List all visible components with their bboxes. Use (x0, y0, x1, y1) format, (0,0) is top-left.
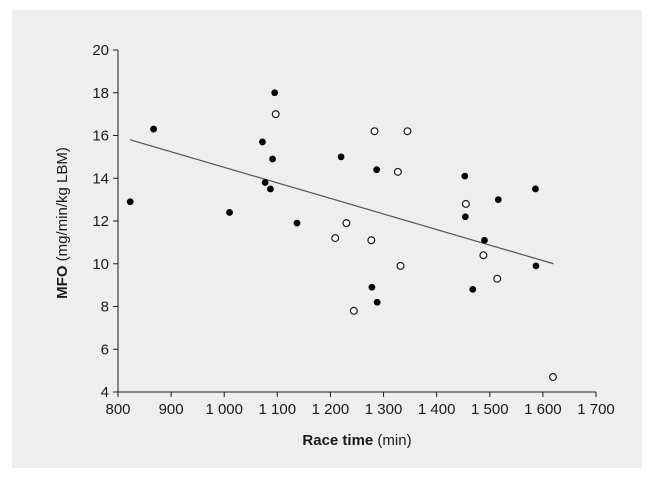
x-tick-label: 1 600 (524, 401, 562, 418)
open-data-point (342, 219, 351, 228)
filled-data-point (494, 196, 502, 204)
x-axis-ticks: 800 900 1 000 1 100 1 200 1 300 1 400 1 500 1 60… (105, 392, 615, 418)
filled-data-point (267, 185, 274, 193)
y-tick-label: 6 (101, 341, 109, 358)
y-axis-title: MFO (mg/min/kg LBM) (54, 147, 71, 299)
open-data-point (403, 127, 412, 136)
filled-data-point (259, 138, 266, 146)
x-tick-label: 1 500 (471, 401, 509, 418)
filled-data-point (373, 166, 381, 174)
filled-data-point (461, 172, 469, 180)
filled-data-point (226, 209, 233, 216)
filled-data-point (337, 153, 345, 161)
y-axis-ticks: 4 6 8 10 12 14 16 18 20 (92, 42, 118, 401)
open-data-point (461, 199, 470, 208)
open-data-point (393, 167, 402, 176)
x-tick-label: 1 200 (312, 401, 350, 418)
x-tick-label: 900 (159, 401, 184, 418)
x-tick-label: 1 400 (418, 401, 456, 418)
y-tick-label: 12 (92, 213, 109, 230)
filled-data-point (368, 283, 376, 291)
open-data-point (370, 127, 379, 136)
y-tick-label: 8 (101, 299, 109, 316)
y-tick-label: 18 (92, 85, 109, 102)
open-data-point (349, 306, 358, 315)
y-tick-label: 14 (92, 170, 109, 187)
filled-data-point (269, 155, 276, 163)
x-tick-label: 1 700 (577, 401, 615, 418)
filled-data-point (271, 89, 279, 97)
filled-data-point (532, 262, 540, 270)
y-tick-label: 20 (92, 42, 109, 59)
filled-data-point (461, 213, 469, 221)
filled-data-point (532, 185, 539, 193)
x-axis-title-unit: (min) (373, 432, 411, 449)
open-data-point (548, 373, 557, 382)
filled-data-point (469, 286, 477, 293)
filled-data-point (126, 198, 134, 206)
y-axis-title-main: MFO (54, 265, 71, 299)
y-axis-title-unit: (mg/min/kg LBM) (54, 147, 71, 265)
open-data-point (331, 234, 340, 243)
y-tick-label: 10 (92, 256, 109, 273)
filled-data-point (261, 179, 269, 186)
filled-data-point (481, 236, 488, 244)
x-axis-title: Race time (min) (302, 432, 411, 449)
filled-data-point (373, 298, 381, 306)
x-tick-label: 1 300 (365, 401, 403, 418)
x-tick-label: 1 000 (205, 401, 243, 418)
data-points-layer (126, 89, 557, 382)
open-data-point (493, 274, 502, 283)
open-data-point (367, 236, 376, 245)
x-tick-label: 800 (105, 401, 130, 418)
open-data-point (396, 261, 405, 270)
open-data-point (479, 251, 488, 260)
x-axis-title-main: Race time (302, 432, 373, 449)
open-data-point (271, 110, 280, 119)
y-tick-label: 16 (92, 128, 109, 145)
x-tick-label: 1 100 (259, 401, 297, 418)
y-tick-label: 4 (101, 384, 109, 401)
filled-data-point (150, 125, 157, 133)
filled-data-point (293, 219, 301, 227)
